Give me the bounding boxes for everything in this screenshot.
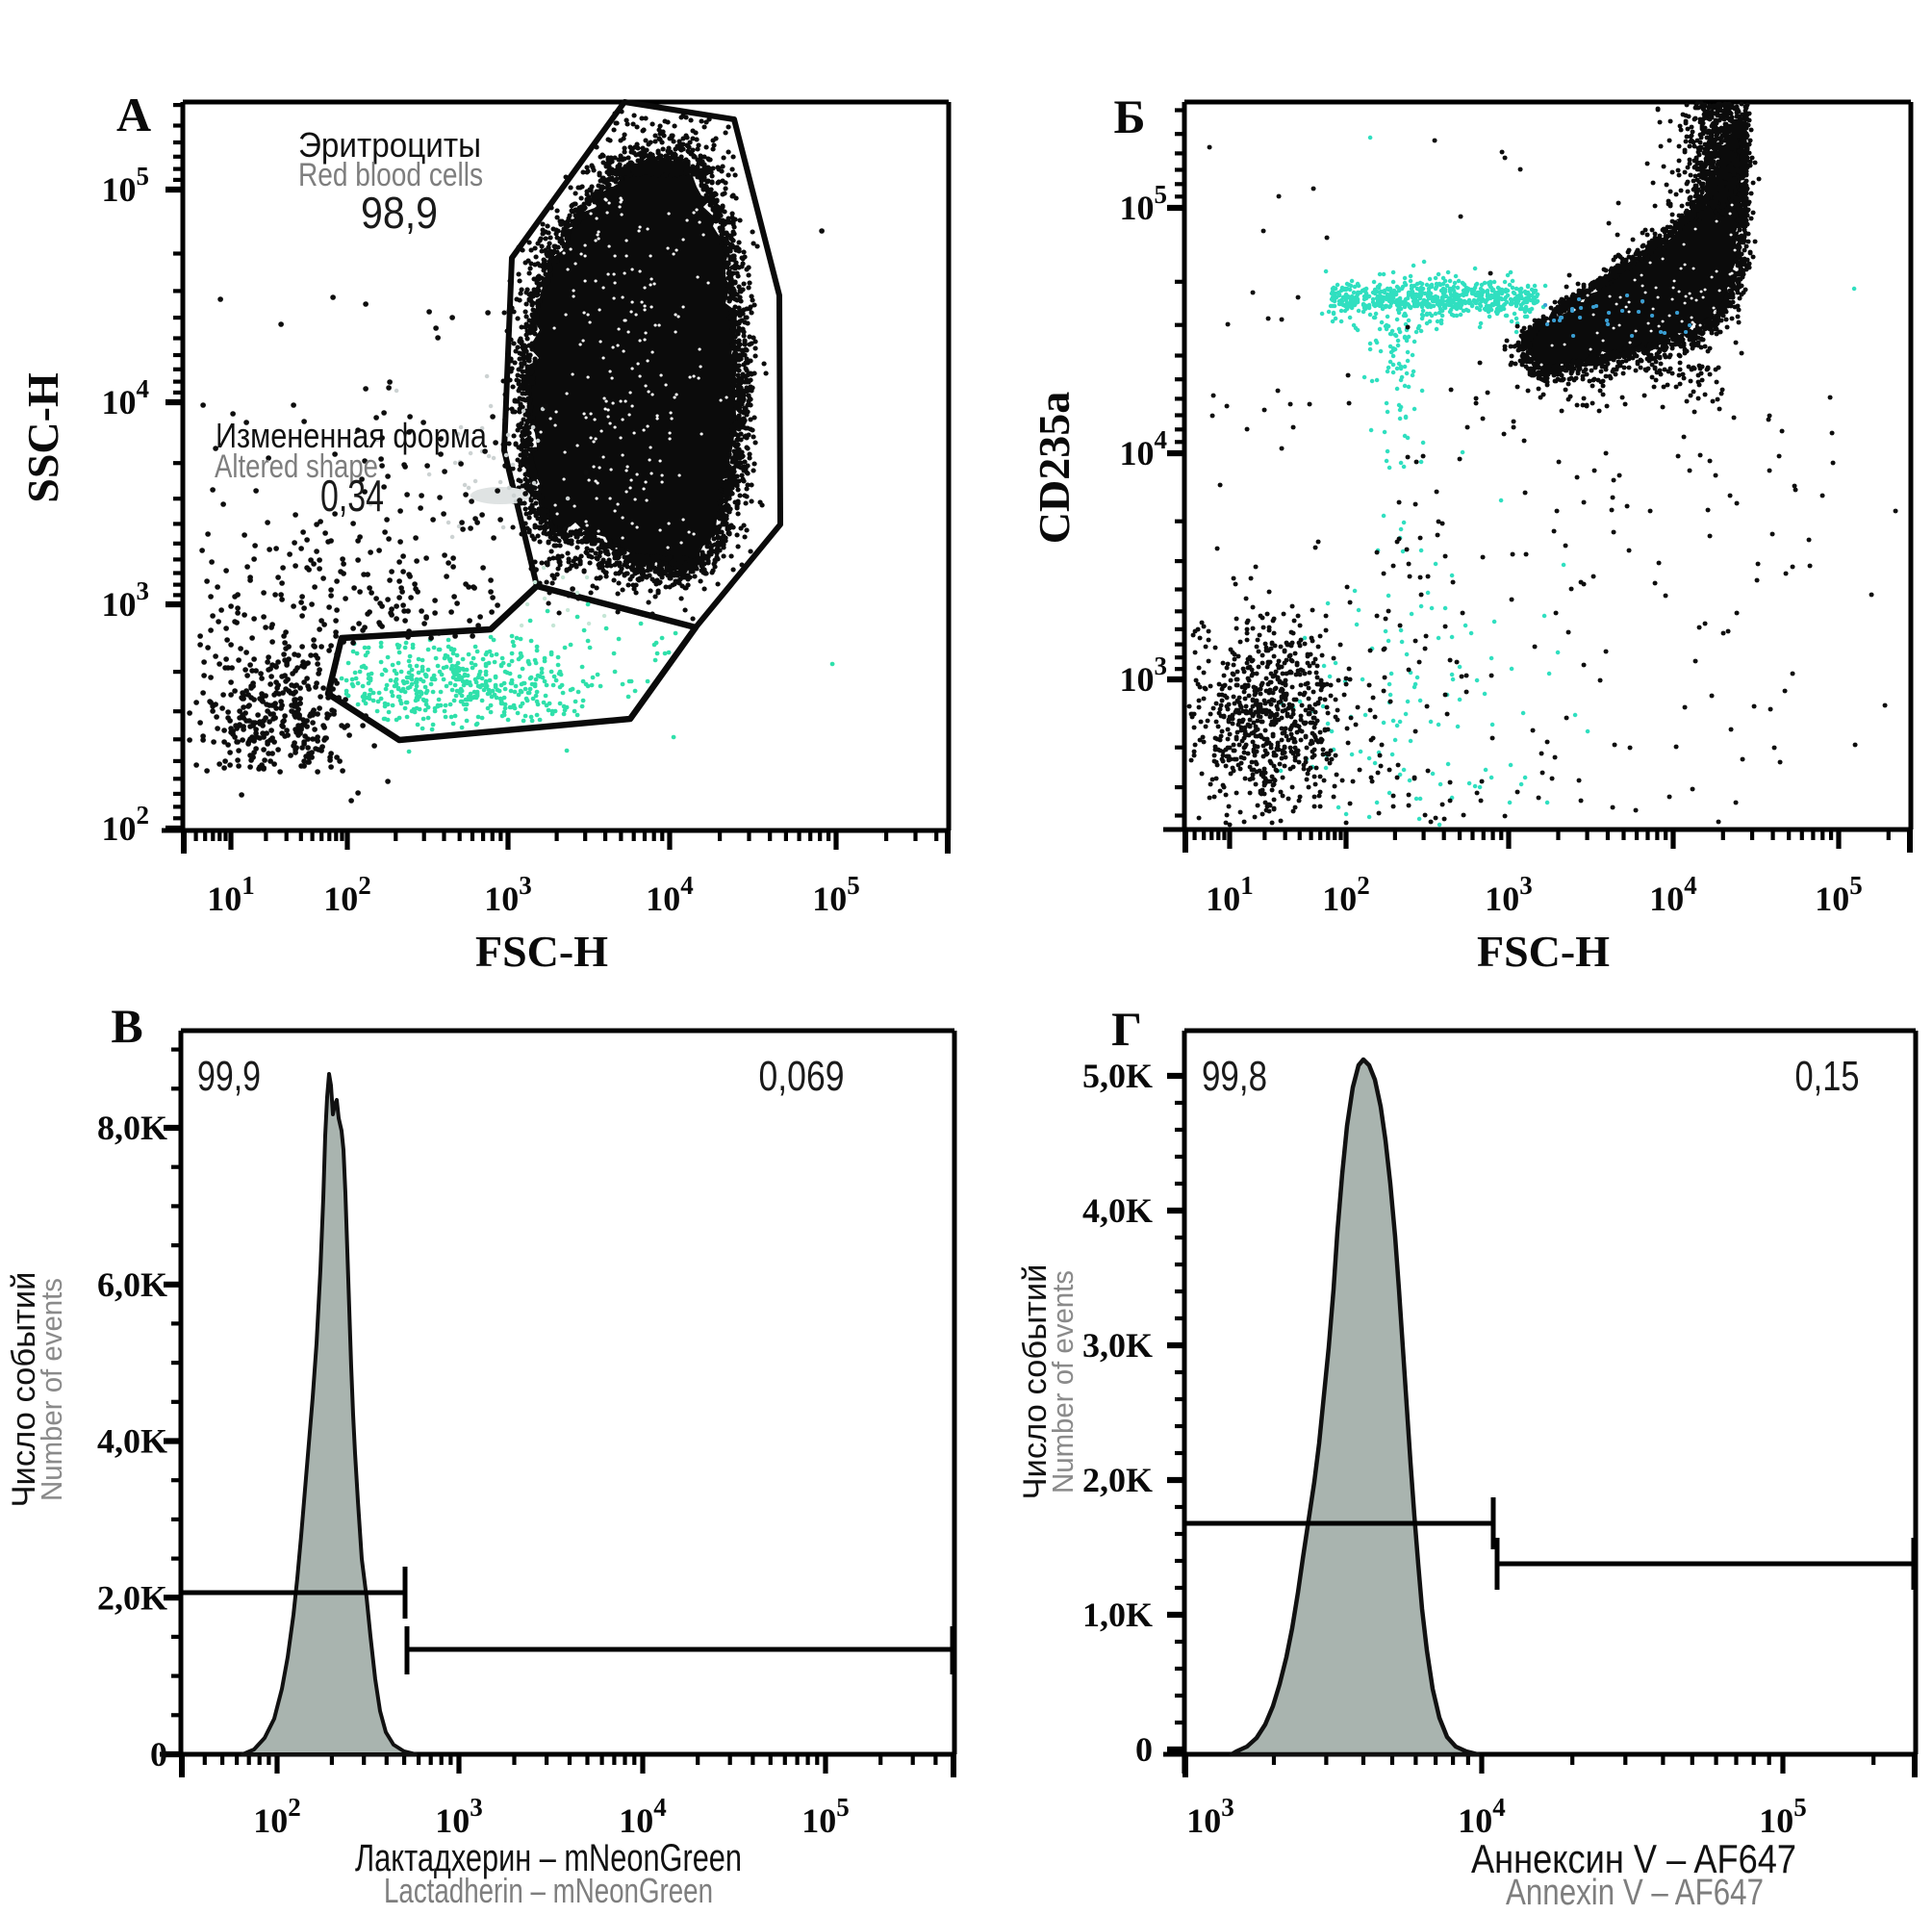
svg-text:0,069: 0,069 (759, 1053, 845, 1100)
svg-text:Число событий: Число событий (6, 1272, 42, 1508)
svg-text:98,9: 98,9 (361, 188, 438, 238)
svg-text:0,15: 0,15 (1795, 1053, 1860, 1100)
svg-text:FSC-H: FSC-H (475, 927, 608, 976)
svg-text:Lactadherin – mNeonGreen: Lactadherin – mNeonGreen (384, 1871, 713, 1910)
svg-text:Г: Г (1111, 1002, 1142, 1056)
svg-text:Red blood cells: Red blood cells (298, 157, 483, 193)
svg-text:SSC-H: SSC-H (18, 372, 67, 503)
svg-text:102: 102 (323, 871, 371, 918)
svg-text:FSC-H: FSC-H (1477, 927, 1610, 976)
svg-text:103: 103 (435, 1793, 483, 1840)
svg-text:Б: Б (1113, 89, 1145, 143)
svg-text:0,34: 0,34 (320, 471, 384, 521)
svg-text:1,0K: 1,0K (1082, 1596, 1153, 1634)
svg-text:Number of events: Number of events (35, 1278, 68, 1501)
svg-text:105: 105 (102, 162, 150, 209)
svg-text:103: 103 (1485, 871, 1533, 918)
svg-text:104: 104 (1120, 425, 1168, 472)
svg-text:99,8: 99,8 (1202, 1053, 1267, 1100)
svg-text:Число событий: Число событий (1017, 1264, 1054, 1500)
svg-text:В: В (111, 999, 142, 1053)
svg-text:4,0K: 4,0K (97, 1422, 167, 1461)
svg-text:2,0K: 2,0K (97, 1578, 167, 1617)
svg-text:2,0K: 2,0K (1082, 1461, 1153, 1499)
svg-text:105: 105 (812, 871, 860, 918)
svg-text:Эритроциты: Эритроциты (298, 125, 481, 165)
svg-text:5,0K: 5,0K (1082, 1057, 1153, 1095)
svg-text:А: А (116, 88, 151, 141)
svg-text:Измененная форма: Измененная форма (216, 416, 488, 455)
svg-text:Аннексин V – AF647: Аннексин V – AF647 (1471, 1836, 1796, 1881)
svg-text:8,0K: 8,0K (97, 1109, 167, 1147)
svg-text:4,0K: 4,0K (1082, 1191, 1153, 1230)
svg-text:Лактадхерин – mNeonGreen: Лактадхерин – mNeonGreen (355, 1837, 742, 1879)
svg-text:104: 104 (646, 871, 694, 918)
svg-text:0: 0 (1135, 1730, 1153, 1769)
svg-text:Annexin V – AF647: Annexin V – AF647 (1506, 1873, 1764, 1913)
svg-text:6,0K: 6,0K (97, 1265, 167, 1304)
svg-text:CD235a: CD235a (1030, 392, 1079, 544)
svg-text:104: 104 (1649, 871, 1697, 918)
svg-text:0: 0 (150, 1735, 167, 1774)
svg-text:102: 102 (102, 801, 150, 848)
svg-text:3,0K: 3,0K (1082, 1326, 1153, 1365)
svg-text:Number of events: Number of events (1046, 1270, 1080, 1494)
svg-text:Altered shape: Altered shape (215, 448, 378, 485)
svg-text:101: 101 (207, 871, 255, 918)
svg-text:104: 104 (102, 374, 150, 421)
svg-text:99,9: 99,9 (197, 1053, 261, 1100)
svg-text:104: 104 (1458, 1793, 1506, 1840)
